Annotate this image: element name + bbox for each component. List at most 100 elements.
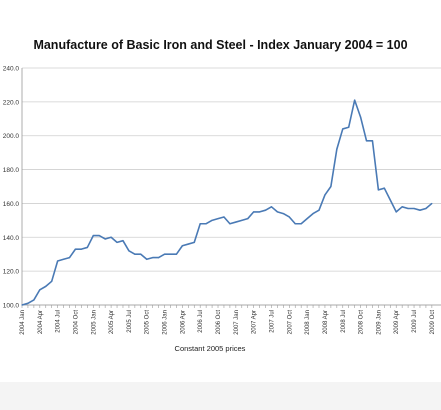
x-tick-label: 2009 Jul (412, 310, 418, 333)
x-tick-label: 2009 Oct (430, 310, 436, 335)
y-tick-label: 220.0 (3, 99, 20, 106)
data-point (158, 257, 160, 259)
data-point (389, 199, 391, 201)
x-tick-label: 2006 Apr (180, 310, 186, 334)
data-point (431, 202, 433, 205)
data-point (377, 189, 379, 191)
data-point (383, 187, 385, 189)
data-point (211, 219, 213, 221)
data-point (146, 258, 148, 260)
data-point (217, 218, 219, 220)
data-point (205, 223, 207, 225)
data-point (134, 253, 136, 255)
data-point (419, 209, 421, 211)
data-point (169, 253, 172, 255)
x-tick-label: 2007 Apr (252, 310, 258, 334)
data-point (413, 207, 415, 210)
data-point (324, 194, 326, 196)
data-point (128, 250, 130, 252)
y-tick-label: 200.0 (3, 133, 20, 140)
x-tick-label: 2009 Apr (394, 310, 400, 334)
data-point (62, 258, 65, 260)
data-point (110, 236, 112, 238)
data-point (116, 241, 118, 243)
data-point (395, 211, 397, 213)
data-point (247, 218, 249, 220)
data-point (21, 304, 23, 306)
data-point (27, 302, 29, 304)
x-tick-label: 2005 Apr (109, 310, 115, 334)
data-point (312, 212, 314, 215)
data-point (33, 299, 35, 301)
data-point (68, 257, 71, 259)
x-tick-label: 2004 Jul (56, 310, 62, 333)
y-tick-label: 240.0 (3, 66, 20, 73)
y-axis: 100.0 120.0 140.0 160.0 180.0 200.0 220.0 240.0 (3, 66, 23, 310)
data-point (45, 285, 47, 287)
data-point (57, 260, 59, 262)
x-tick-label: 2004 Jan (20, 310, 26, 335)
data-point (359, 116, 362, 118)
chart-title: Manufacture of Basic Iron and Steel - In… (33, 38, 408, 52)
data-point (92, 234, 94, 237)
x-tick-label: 2007 Oct (287, 310, 293, 335)
data-point (354, 99, 356, 101)
data-point (407, 207, 409, 210)
series-group (21, 99, 433, 306)
data-point (259, 211, 261, 213)
x-tick-label: 2008 Oct (359, 310, 365, 335)
series-line (21, 99, 433, 306)
x-tick-label: 2008 Apr (323, 310, 329, 334)
data-point (163, 253, 166, 255)
x-tick-label: 2009 Jan (376, 310, 382, 335)
x-tick-label: 2005 Oct (145, 310, 151, 335)
data-point (282, 212, 284, 215)
data-point (306, 218, 308, 220)
x-tick-label: 2008 Jul (341, 310, 347, 333)
x-tick-label: 2007 Jan (234, 310, 240, 335)
data-point (122, 240, 124, 242)
y-tick-label: 180.0 (3, 167, 20, 174)
x-tick-label: 2007 Jul (269, 310, 275, 333)
x-tick-label: 2005 Jul (127, 310, 133, 333)
data-point (223, 216, 225, 218)
data-point (401, 206, 403, 208)
x-tick-label: 2005 Jan (91, 310, 97, 335)
y-tick-label: 100.0 (3, 303, 20, 310)
x-tick-label: 2006 Oct (216, 310, 222, 335)
data-point (175, 253, 178, 255)
y-tick-label: 140.0 (3, 235, 20, 242)
data-point (98, 234, 100, 237)
data-point (39, 289, 41, 291)
x-tick-label: 2006 Jul (198, 310, 204, 333)
x-axis: 2004 Jan 2004 Apr 2004 Jul 2004 Oct 2005 Jan… (20, 304, 441, 335)
data-point (288, 216, 290, 218)
x-axis-label: Constant 2005 prices (174, 344, 246, 353)
data-point (181, 245, 183, 247)
data-point (264, 209, 267, 211)
data-point (152, 257, 154, 259)
data-point (235, 221, 237, 223)
data-point (336, 148, 338, 150)
data-point (348, 126, 350, 128)
data-point (425, 207, 427, 210)
data-point (140, 253, 142, 255)
data-point (104, 238, 106, 240)
data-point (300, 223, 302, 225)
data-point (187, 243, 189, 245)
y-tick-label: 160.0 (3, 201, 20, 208)
data-point (276, 211, 279, 213)
data-point (229, 223, 231, 225)
data-point (270, 206, 273, 208)
data-point (371, 140, 374, 142)
data-point (330, 185, 332, 188)
data-point (80, 248, 82, 250)
x-tick-label: 2004 Apr (38, 310, 44, 334)
data-point (86, 246, 88, 249)
x-tick-label: 2006 Jan (163, 310, 169, 335)
data-point (342, 128, 344, 130)
data-point (51, 280, 53, 282)
data-point (74, 248, 77, 250)
